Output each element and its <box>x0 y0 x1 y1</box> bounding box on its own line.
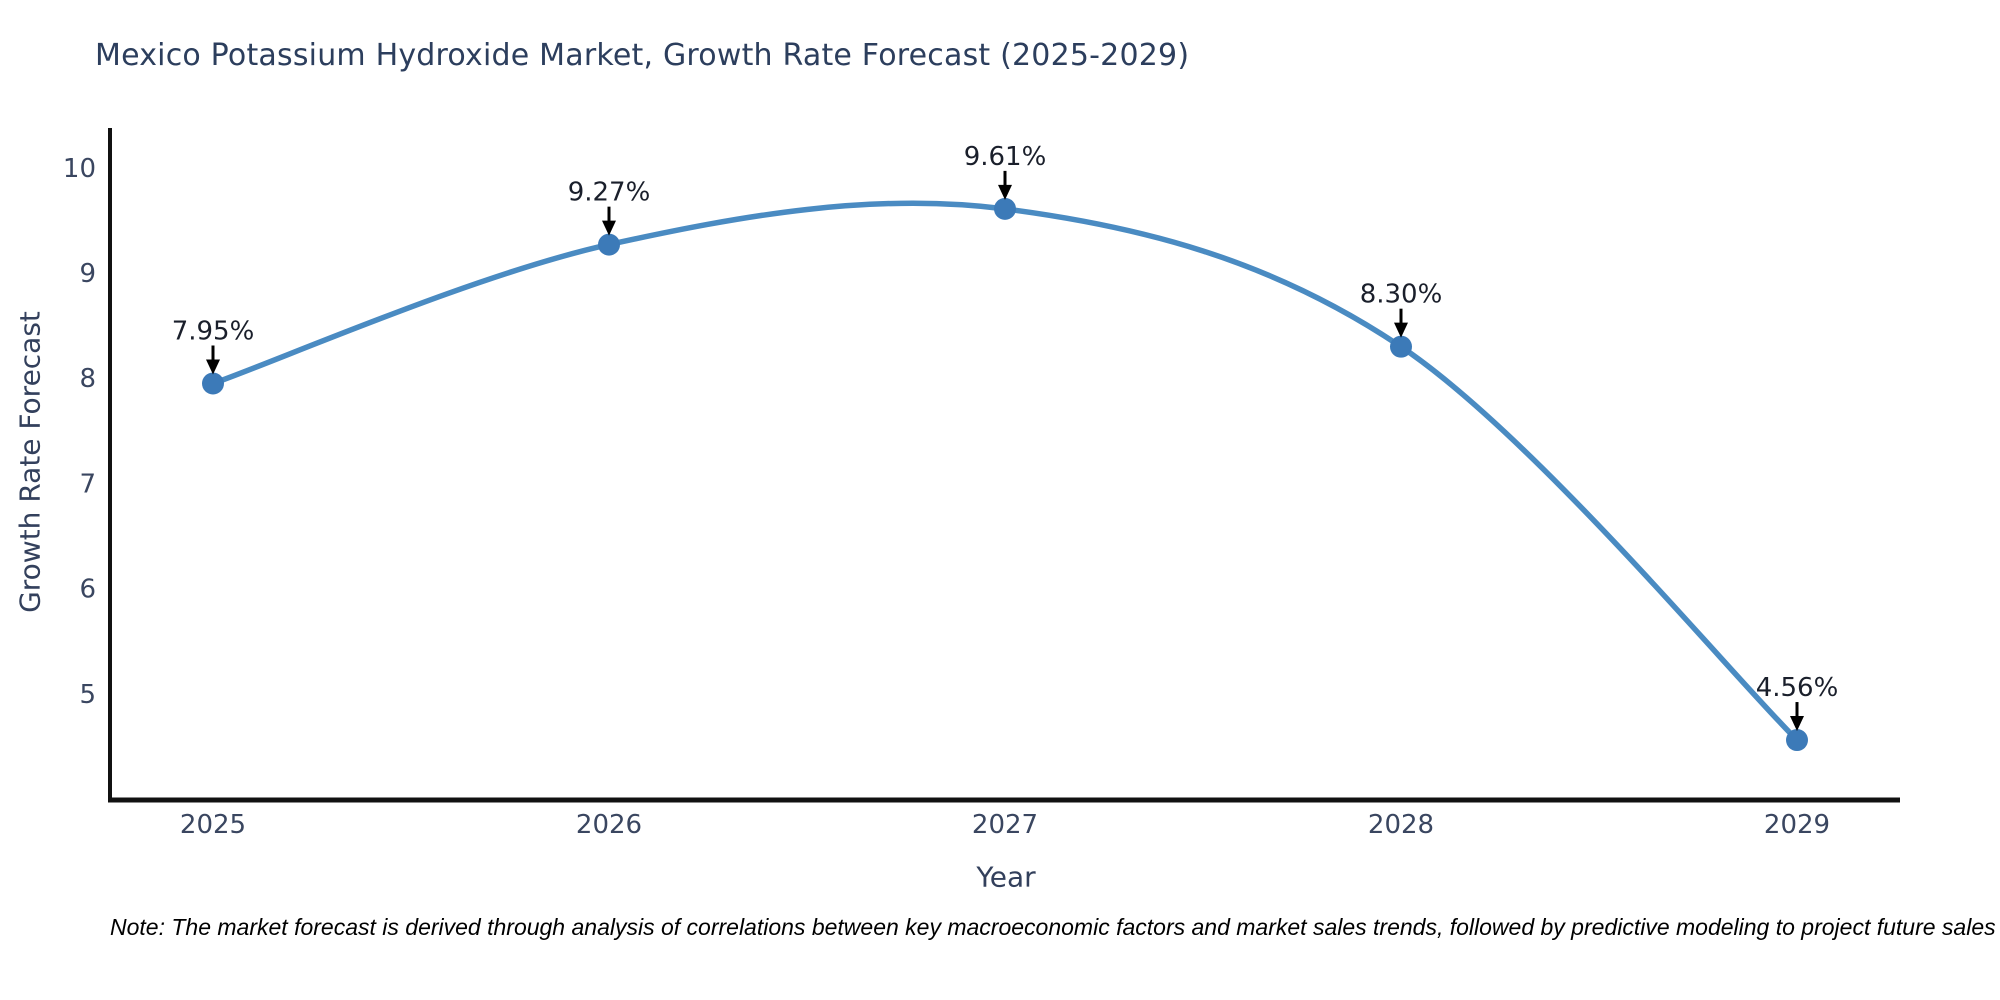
data-point-marker <box>598 233 620 256</box>
data-point-marker <box>1390 335 1412 358</box>
annotation-arrowhead <box>998 184 1012 200</box>
point-annotation: 8.30% <box>1360 280 1443 310</box>
y-tick-label: 7 <box>79 469 96 499</box>
annotation-arrowhead <box>206 359 220 375</box>
annotation-arrowhead <box>602 220 616 236</box>
point-annotation: 7.95% <box>172 316 255 346</box>
y-tick-label: 5 <box>79 680 96 710</box>
y-tick-label: 9 <box>79 259 96 289</box>
x-tick-label: 2025 <box>180 810 246 840</box>
y-tick-label: 6 <box>79 575 96 605</box>
chart-title: Mexico Potassium Hydroxide Market, Growt… <box>95 38 1190 73</box>
footnote: Note: The market forecast is derived thr… <box>110 914 1996 940</box>
series-line <box>210 200 1800 743</box>
annotation-arrowhead <box>1394 322 1408 338</box>
x-tick-label: 2028 <box>1368 810 1434 840</box>
y-tick-label: 8 <box>79 364 96 394</box>
data-point-marker <box>202 372 224 395</box>
data-point-marker <box>1786 729 1808 752</box>
x-axis-title: Year <box>976 860 1036 894</box>
point-annotation: 4.56% <box>1756 673 1839 703</box>
data-point-marker <box>994 197 1016 220</box>
x-tick-label: 2026 <box>576 810 642 840</box>
point-annotation: 9.61% <box>964 142 1047 172</box>
x-tick-label: 2029 <box>1764 810 1830 840</box>
point-annotation: 9.27% <box>568 178 651 208</box>
y-tick-label: 10 <box>63 154 96 184</box>
annotation-arrowhead <box>1790 716 1804 732</box>
x-tick-label: 2027 <box>972 810 1038 840</box>
